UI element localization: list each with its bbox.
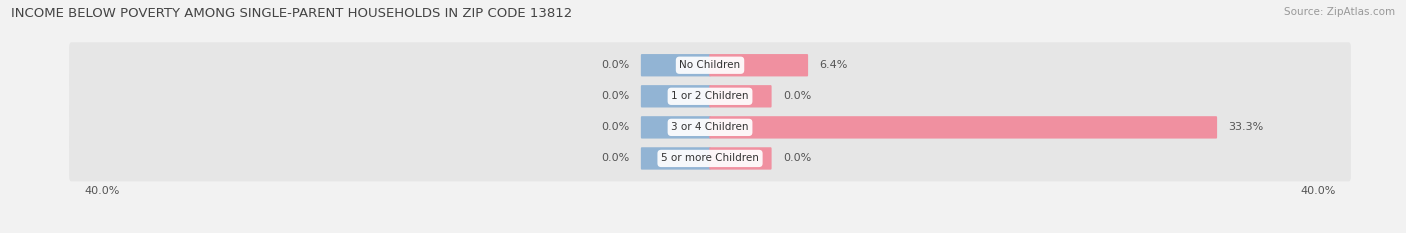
Text: 33.3%: 33.3% (1229, 122, 1264, 132)
FancyBboxPatch shape (69, 135, 1351, 182)
Text: 0.0%: 0.0% (783, 91, 811, 101)
FancyBboxPatch shape (69, 42, 1351, 88)
Text: 5 or more Children: 5 or more Children (661, 154, 759, 163)
FancyBboxPatch shape (641, 54, 711, 76)
FancyBboxPatch shape (709, 116, 1218, 139)
Text: Source: ZipAtlas.com: Source: ZipAtlas.com (1284, 7, 1395, 17)
FancyBboxPatch shape (69, 73, 1351, 119)
Text: 0.0%: 0.0% (602, 154, 630, 163)
Text: 0.0%: 0.0% (602, 60, 630, 70)
Text: INCOME BELOW POVERTY AMONG SINGLE-PARENT HOUSEHOLDS IN ZIP CODE 13812: INCOME BELOW POVERTY AMONG SINGLE-PARENT… (11, 7, 572, 20)
FancyBboxPatch shape (641, 116, 711, 139)
Text: 1 or 2 Children: 1 or 2 Children (671, 91, 749, 101)
Text: 3 or 4 Children: 3 or 4 Children (671, 122, 749, 132)
FancyBboxPatch shape (709, 147, 772, 170)
FancyBboxPatch shape (709, 85, 772, 107)
Text: 0.0%: 0.0% (783, 154, 811, 163)
FancyBboxPatch shape (641, 147, 711, 170)
Text: 6.4%: 6.4% (820, 60, 848, 70)
Text: No Children: No Children (679, 60, 741, 70)
Text: 0.0%: 0.0% (602, 122, 630, 132)
Text: 0.0%: 0.0% (602, 91, 630, 101)
FancyBboxPatch shape (641, 85, 711, 107)
FancyBboxPatch shape (69, 104, 1351, 150)
FancyBboxPatch shape (709, 54, 808, 76)
